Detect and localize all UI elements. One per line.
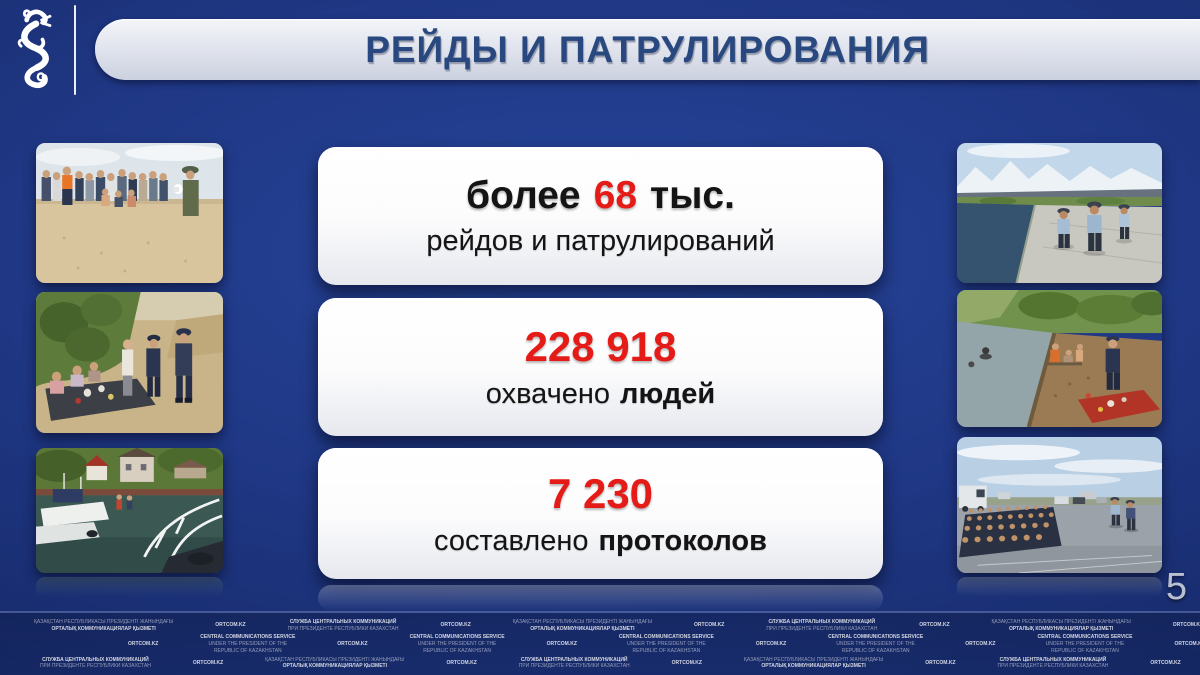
watermark-text-kaz: ҚАЗАҚСТАН РЕСПУБЛИКАСЫ ПРЕЗИДЕНТІ ЖАНЫНД… [991,619,1131,632]
watermark-row: СЛУЖБА ЦЕНТРАЛЬНЫХ КОММУНИКАЦИЙ ПРИ ПРЕЗИ… [0,657,1200,671]
card-reflection [318,585,883,611]
stat-protocols-value-line: 7 230 [548,470,653,518]
stat-card-people-covered: 228 918 охвачено людей [318,298,883,436]
photo-lake-patrol-officers [957,143,1162,283]
page-number: 5 [1165,566,1187,608]
stat-people-caption-regular: охвачено [485,378,611,410]
watermark-text-ortcom: ORTCOM.KZ [671,659,702,666]
watermark-text-rus: СЛУЖБА ЦЕНТРАЛЬНЫХ КОММУНИКАЦИЙ ПРИ ПРЕЗИ… [766,619,878,632]
watermark-text-rus: СЛУЖБА ЦЕНТРАЛЬНЫХ КОММУНИКАЦИЙ ПРИ ПРЕЗИ… [287,619,399,632]
stat-protocols-value: 7 230 [547,469,654,517]
watermark-text-ortcom: ORTCOM.KZ [919,622,950,629]
stat-people-caption-bold: людей [620,378,716,410]
stat-raids-value: 68 [593,174,638,217]
stat-protocols-caption-bold: протоколов [598,524,767,557]
watermark-text-ortcom: ORTCOM.KZ [337,641,368,648]
watermark-text-ortcom: ORTCOM.KZ [440,622,471,629]
stat-raids-caption-regular: рейдов и патрулирований [426,225,775,257]
snow-leopard-emblem-icon [17,9,52,89]
stat-protocols-caption-regular: составлено [434,524,589,557]
stat-card-raids: более 68 тыс. рейдов и патрулирований [318,147,883,285]
watermark-text-ortcom: ORTCOM.KZ [1172,622,1200,629]
watermark-text-kaz: ҚАЗАҚСТАН РЕСПУБЛИКАСЫ ПРЕЗИДЕНТІ ЖАНЫНД… [265,656,405,670]
stat-raids-suffix: тыс. [650,174,735,217]
photo-picnic-inspection [36,292,223,433]
stat-raids-prefix: более [466,174,581,217]
photo-reflection-left [36,577,223,597]
header-divider [74,5,76,95]
watermark-text-eng: CENTRAL COMMUNICATIONS SERVICE UNDER THE … [200,634,296,654]
stat-raids-caption: рейдов и патрулирований [426,225,774,258]
photo-shore-inspection [957,290,1162,427]
stat-raids-value-line: более 68 тыс. [466,174,735,218]
watermark-text-eng: CENTRAL COMMUNICATIONS SERVICE UNDER THE … [409,634,505,654]
watermark-text-kaz: ҚАЗАҚСТАН РЕСПУБЛИКАСЫ ПРЕЗИДЕНТІ ЖАНЫНД… [512,619,653,632]
header-bar: РЕЙДЫ И ПАТРУЛИРОВАНИЯ [95,19,1200,80]
watermark-text-kaz: ҚАЗАҚСТАН РЕСПУБЛИКАСЫ ПРЕЗИДЕНТІ ЖАНЫНД… [743,656,884,670]
photo-beach-raid-crowd [36,143,223,283]
watermark-text-eng: CENTRAL COMMUNICATIONS SERVICE UNDER THE … [618,634,714,654]
photo-marina-boats [36,448,223,573]
watermark-text-ortcom: ORTCOM.KZ [1150,659,1181,666]
watermark-text-eng: CENTRAL COMMUNICATIONS SERVICE UNDER THE … [1037,634,1133,654]
watermark-text-ortcom: ORTCOM.KZ [925,659,956,666]
page-title: РЕЙДЫ И ПАТРУЛИРОВАНИЯ [365,28,930,70]
watermark-text-rus: СЛУЖБА ЦЕНТРАЛЬНЫХ КОММУНИКАЦИЙ ПРИ ПРЕЗИ… [40,656,151,670]
stat-people-caption: охвачено людей [486,378,715,411]
watermark-text-ortcom: ORTCOM.KZ [965,641,996,648]
watermark-text-ortcom: ORTCOM.KZ [755,641,787,648]
photo-personnel-formation [957,437,1162,573]
watermark-text-rus: СЛУЖБА ЦЕНТРАЛЬНЫХ КОММУНИКАЦИЙ ПРИ ПРЕЗИ… [518,656,630,670]
stat-people-value-line: 228 918 [525,323,677,371]
stat-protocols-caption: составлено протоколов [434,525,767,558]
watermark-text-ortcom: ORTCOM.KZ [192,659,224,666]
watermark-row: ORTCOM.KZ CENTRAL COMMUNICATIONS SERVICE U… [0,634,1200,654]
watermark-text-ortcom: ORTCOM.KZ [128,641,159,648]
watermark-text-ortcom: ORTCOM.KZ [446,659,477,666]
stat-people-value: 228 918 [524,323,677,370]
watermark-band: ҚАЗАҚСТАН РЕСПУБЛИКАСЫ ПРЕЗИДЕНТІ ЖАНЫНД… [0,611,1200,675]
stat-card-protocols: 7 230 составлено протоколов [318,448,883,579]
watermark-text-ortcom: ORTCOM.KZ [215,622,246,629]
watermark-text-ortcom: ORTCOM.KZ [1174,641,1200,648]
watermark-text-rus: СЛУЖБА ЦЕНТРАЛЬНЫХ КОММУНИКАЦИЙ ПРИ ПРЕЗИ… [997,656,1109,670]
watermark-text-kaz: ҚАЗАҚСТАН РЕСПУБЛИКАСЫ ПРЕЗИДЕНТІ ЖАНЫНД… [34,619,174,632]
photo-reflection-right [957,577,1162,597]
watermark-text-eng: CENTRAL COMMUNICATIONS SERVICE UNDER THE … [828,634,924,654]
watermark-text-ortcom: ORTCOM.KZ [694,622,725,629]
watermark-text-ortcom: ORTCOM.KZ [546,641,577,648]
watermark-row: ҚАЗАҚСТАН РЕСПУБЛИКАСЫ ПРЕЗИДЕНТІ ЖАНЫНД… [0,619,1200,633]
